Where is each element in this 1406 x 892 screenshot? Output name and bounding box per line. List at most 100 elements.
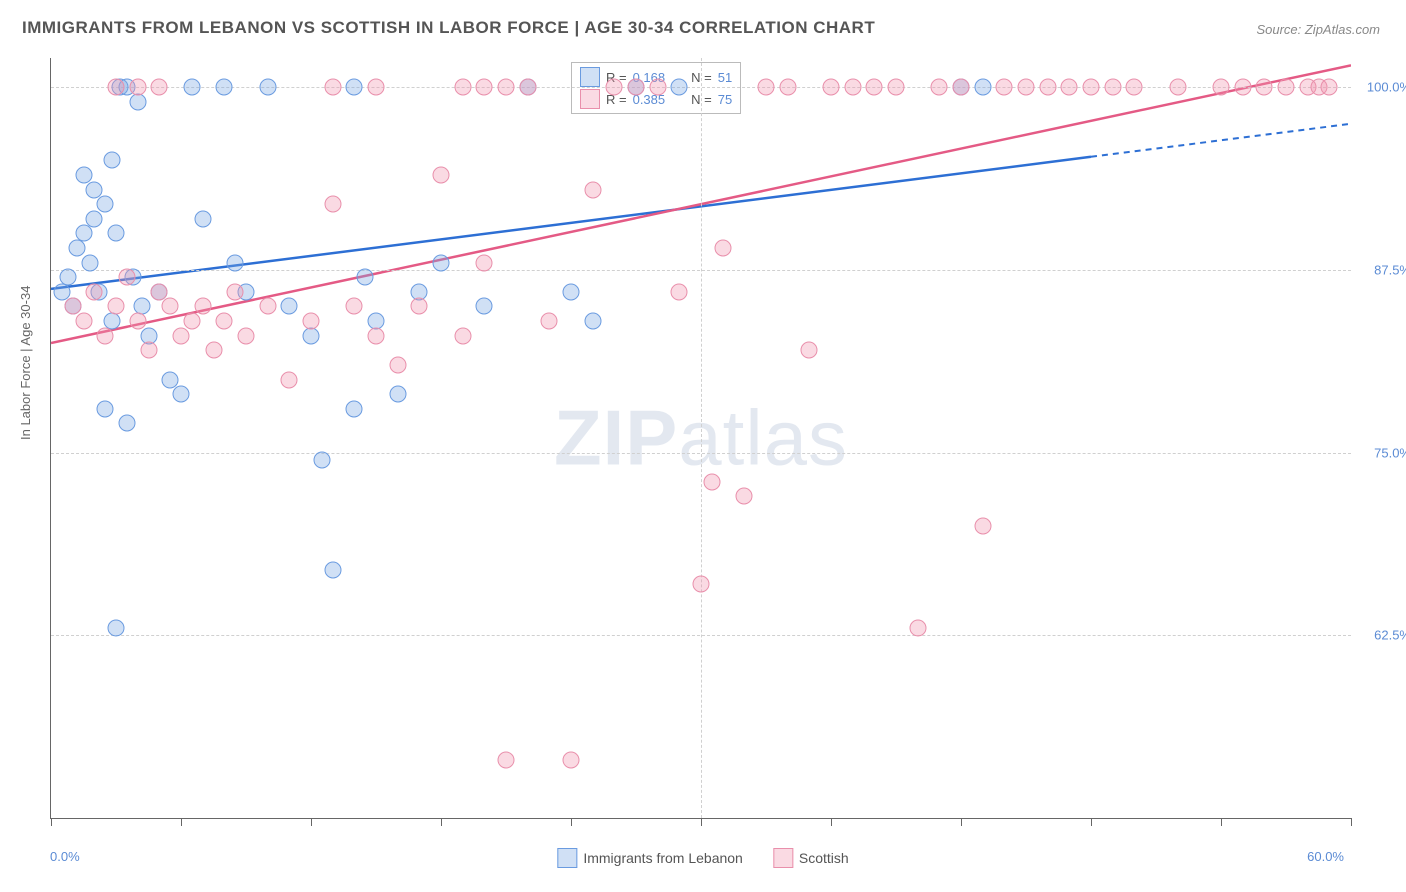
scatter-point-scottish: [1234, 79, 1251, 96]
scatter-point-scottish: [693, 576, 710, 593]
x-tick: [1221, 818, 1222, 826]
scatter-point-lebanon: [69, 240, 86, 257]
scatter-point-scottish: [75, 313, 92, 330]
scatter-point-lebanon: [584, 313, 601, 330]
scatter-point-lebanon: [108, 620, 125, 637]
scatter-point-scottish: [368, 79, 385, 96]
scatter-point-scottish: [931, 79, 948, 96]
legend-swatch: [773, 848, 793, 868]
scatter-point-lebanon: [346, 79, 363, 96]
x-axis-min-label: 0.0%: [50, 849, 80, 864]
scatter-point-scottish: [151, 283, 168, 300]
scatter-point-scottish: [519, 79, 536, 96]
scatter-point-scottish: [205, 342, 222, 359]
scatter-point-scottish: [97, 327, 114, 344]
scatter-point-scottish: [866, 79, 883, 96]
scatter-point-scottish: [173, 327, 190, 344]
scatter-point-lebanon: [671, 79, 688, 96]
scatter-point-lebanon: [389, 386, 406, 403]
scatter-point-lebanon: [313, 451, 330, 468]
legend-swatch: [580, 89, 600, 109]
x-tick: [1351, 818, 1352, 826]
scatter-point-lebanon: [227, 254, 244, 271]
legend-item: Immigrants from Lebanon: [557, 848, 743, 868]
scatter-point-lebanon: [303, 327, 320, 344]
scatter-point-lebanon: [82, 254, 99, 271]
scatter-point-scottish: [183, 313, 200, 330]
scatter-point-lebanon: [129, 93, 146, 110]
scatter-point-scottish: [140, 342, 157, 359]
scatter-point-lebanon: [476, 298, 493, 315]
scatter-point-scottish: [1018, 79, 1035, 96]
scatter-point-lebanon: [97, 196, 114, 213]
scatter-point-lebanon: [173, 386, 190, 403]
y-tick-label: 75.0%: [1374, 445, 1406, 460]
legend-label: Scottish: [799, 850, 849, 866]
scatter-point-scottish: [909, 620, 926, 637]
scatter-point-scottish: [996, 79, 1013, 96]
scatter-point-scottish: [628, 79, 645, 96]
scatter-point-scottish: [801, 342, 818, 359]
scatter-point-scottish: [227, 283, 244, 300]
scatter-point-lebanon: [75, 225, 92, 242]
n-value: 75: [718, 92, 732, 107]
trend-line-extrapolated: [1091, 124, 1351, 157]
scatter-point-lebanon: [60, 269, 77, 286]
gridline-vertical: [701, 58, 702, 818]
scatter-point-scottish: [476, 254, 493, 271]
n-value: 51: [718, 70, 732, 85]
y-tick-label: 62.5%: [1374, 628, 1406, 643]
scatter-point-scottish: [108, 298, 125, 315]
scatter-point-scottish: [216, 313, 233, 330]
scatter-point-lebanon: [118, 415, 135, 432]
scatter-point-scottish: [563, 751, 580, 768]
watermark-light: atlas: [678, 394, 848, 482]
scatter-point-lebanon: [194, 210, 211, 227]
scatter-point-scottish: [1083, 79, 1100, 96]
scatter-point-lebanon: [216, 79, 233, 96]
scatter-point-lebanon: [563, 283, 580, 300]
scatter-point-scottish: [324, 79, 341, 96]
scatter-point-lebanon: [53, 283, 70, 300]
legend-swatch: [580, 67, 600, 87]
scatter-point-scottish: [888, 79, 905, 96]
scatter-point-lebanon: [86, 181, 103, 198]
scatter-point-scottish: [303, 313, 320, 330]
scatter-point-scottish: [541, 313, 558, 330]
scatter-point-scottish: [118, 269, 135, 286]
scatter-point-lebanon: [974, 79, 991, 96]
scatter-point-scottish: [129, 79, 146, 96]
scatter-point-scottish: [162, 298, 179, 315]
scatter-point-scottish: [281, 371, 298, 388]
scatter-point-scottish: [844, 79, 861, 96]
source-attribution: Source: ZipAtlas.com: [1256, 22, 1380, 37]
scatter-point-lebanon: [346, 400, 363, 417]
scatter-point-scottish: [346, 298, 363, 315]
scatter-point-scottish: [1039, 79, 1056, 96]
scatter-point-scottish: [498, 751, 515, 768]
plot-area: ZIPatlas R = 0.168N = 51R = 0.385N = 75 …: [50, 58, 1351, 819]
scatter-point-scottish: [324, 196, 341, 213]
y-tick-label: 87.5%: [1374, 262, 1406, 277]
x-tick: [51, 818, 52, 826]
scatter-point-scottish: [1256, 79, 1273, 96]
scatter-point-scottish: [671, 283, 688, 300]
scatter-point-scottish: [1321, 79, 1338, 96]
y-tick-label: 100.0%: [1367, 80, 1406, 95]
scatter-point-scottish: [389, 356, 406, 373]
legend-item: Scottish: [773, 848, 849, 868]
scatter-point-scottish: [108, 79, 125, 96]
x-tick: [441, 818, 442, 826]
y-axis-title: In Labor Force | Age 30-34: [18, 286, 33, 440]
scatter-point-scottish: [1061, 79, 1078, 96]
scatter-point-scottish: [736, 488, 753, 505]
x-axis-max-label: 60.0%: [1307, 849, 1344, 864]
scatter-point-scottish: [1126, 79, 1143, 96]
chart-title: IMMIGRANTS FROM LEBANON VS SCOTTISH IN L…: [22, 18, 875, 38]
scatter-point-scottish: [64, 298, 81, 315]
scatter-point-scottish: [714, 240, 731, 257]
x-tick: [961, 818, 962, 826]
scatter-point-scottish: [584, 181, 601, 198]
scatter-point-scottish: [1213, 79, 1230, 96]
scatter-point-lebanon: [183, 79, 200, 96]
